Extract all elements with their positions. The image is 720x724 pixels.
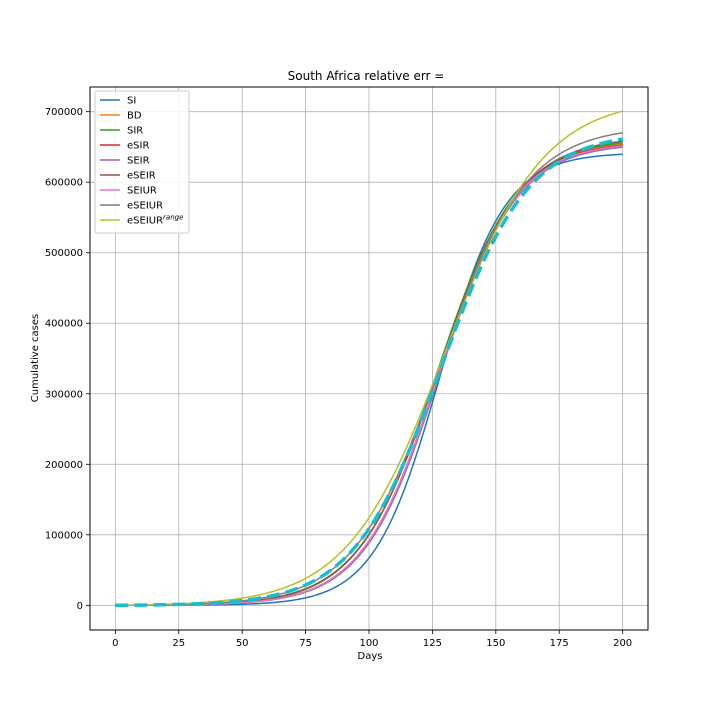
- y-axis-label: Cumulative cases: [30, 314, 41, 402]
- x-tick-label: 0: [112, 638, 118, 649]
- legend-label: SI: [127, 96, 136, 107]
- x-axis-label: Days: [358, 651, 383, 662]
- legend-label-text: SEIUR: [127, 186, 157, 197]
- legend-label: SEIUR: [127, 186, 157, 197]
- legend-label: eSEIUR: [127, 201, 163, 212]
- x-tick-label: 25: [172, 638, 185, 649]
- x-tick-label: 125: [423, 638, 442, 649]
- legend-label: BD: [127, 111, 142, 122]
- chart-title: South Africa relative err =: [288, 69, 445, 83]
- legend-label: eSEIURrange: [127, 214, 183, 227]
- y-tick-label: 600000: [45, 178, 83, 189]
- x-tick-label: 100: [359, 638, 378, 649]
- tick-layer: 0 25 50 75 100 125 150 175 200 0 100000 200000 30000…: [45, 107, 632, 649]
- y-tick-label: 100000: [45, 530, 83, 541]
- y-tick-label: 500000: [45, 248, 83, 259]
- legend-label: eSEIR: [127, 171, 156, 182]
- legend: SIBDSIReSIRSEIReSEIRSEIUReSEIUReSEIURran…: [94, 90, 190, 234]
- legend-label-text: SIR: [127, 126, 143, 137]
- x-tick-label: 175: [550, 638, 569, 649]
- y-tick-label: 300000: [45, 389, 83, 400]
- y-tick-label: 400000: [45, 319, 83, 330]
- legend-label-text: BD: [127, 111, 142, 122]
- y-tick-label: 700000: [45, 107, 83, 118]
- legend-label-text: eSIR: [127, 141, 149, 152]
- legend-label-text: eSEIR: [127, 171, 156, 182]
- series-line-9: [115, 137, 623, 608]
- legend-label-text: SEIR: [127, 156, 150, 167]
- y-tick-label: 200000: [45, 460, 83, 471]
- legend-label-text: eSEIUR: [127, 201, 163, 212]
- legend-label-superscript: range: [163, 214, 183, 222]
- legend-label-text: SI: [127, 96, 136, 107]
- legend-label-text: eSEIUR: [127, 216, 163, 227]
- x-tick-label: 200: [613, 638, 632, 649]
- legend-box: [94, 90, 190, 234]
- x-tick-label: 50: [236, 638, 249, 649]
- series-layer: [115, 110, 623, 608]
- y-tick-label: 0: [77, 601, 83, 612]
- x-tick-label: 75: [299, 638, 312, 649]
- legend-label: eSIR: [127, 141, 149, 152]
- legend-label: SIR: [127, 126, 143, 137]
- legend-label: SEIR: [127, 156, 150, 167]
- x-tick-label: 150: [486, 638, 505, 649]
- grid-layer: [90, 87, 648, 630]
